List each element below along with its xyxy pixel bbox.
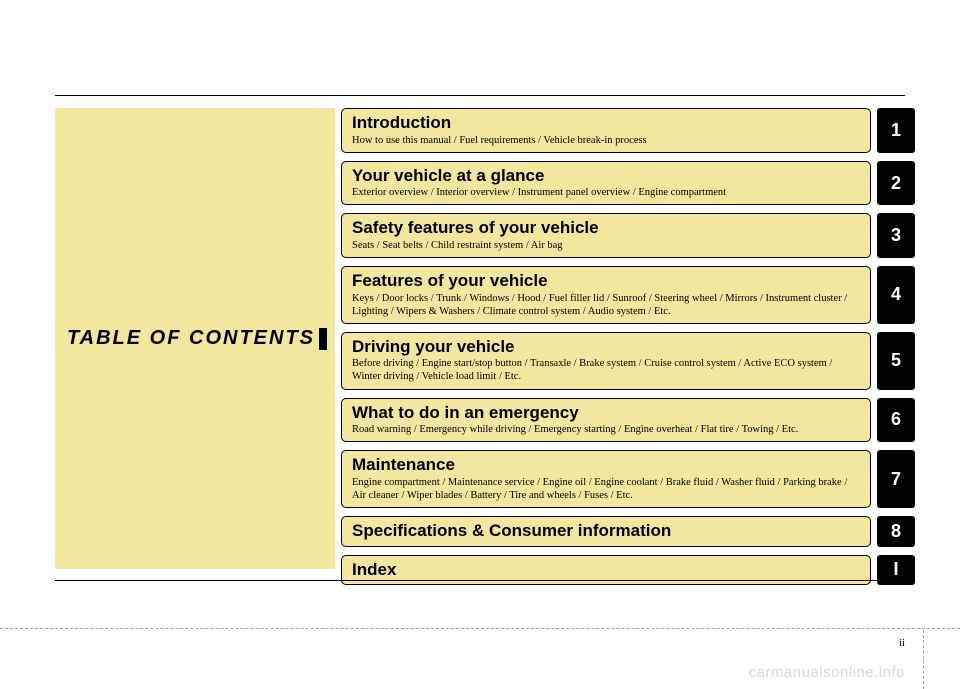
toc-tab-3[interactable]: 3 (877, 213, 915, 258)
toc-label-wrap: TABLE OF CONTENTS (67, 327, 327, 350)
cut-line-vertical (923, 630, 924, 689)
toc-title: Features of your vehicle (352, 271, 860, 291)
toc-title: What to do in an emergency (352, 403, 860, 423)
toc-row: Driving your vehicle Before driving / En… (341, 332, 915, 390)
toc-desc: Keys / Door locks / Trunk / Windows / Ho… (352, 292, 860, 318)
toc-desc: Exterior overview / Interior overview / … (352, 186, 860, 199)
toc-box-safety-features[interactable]: Safety features of your vehicle Seats / … (341, 213, 871, 258)
bottom-rule (55, 580, 905, 581)
toc-desc: Seats / Seat belts / Child restraint sys… (352, 239, 860, 252)
toc-tab-4[interactable]: 4 (877, 266, 915, 324)
toc-title: Maintenance (352, 455, 860, 475)
toc-label: TABLE OF CONTENTS (67, 327, 315, 350)
toc-tab-2[interactable]: 2 (877, 161, 915, 206)
toc-title: Your vehicle at a glance (352, 166, 860, 186)
cut-line-horizontal (0, 628, 960, 629)
toc-row: Maintenance Engine compartment / Mainten… (341, 450, 915, 508)
toc-row: Specifications & Consumer information 8 (341, 516, 915, 547)
toc-desc: Engine compartment / Maintenance service… (352, 476, 860, 502)
toc-desc: How to use this manual / Fuel requiremen… (352, 134, 860, 147)
watermark: carmanualsonline.info (749, 664, 905, 681)
toc-box-driving[interactable]: Driving your vehicle Before driving / En… (341, 332, 871, 390)
toc-title: Safety features of your vehicle (352, 218, 860, 238)
page-number: ii (899, 637, 905, 649)
toc-right-panel: Introduction How to use this manual / Fu… (335, 108, 915, 569)
toc-title: Driving your vehicle (352, 337, 860, 357)
toc-marker-icon (319, 328, 327, 350)
toc-box-specifications[interactable]: Specifications & Consumer information (341, 516, 871, 547)
toc-desc: Road warning / Emergency while driving /… (352, 423, 860, 436)
toc-row: Safety features of your vehicle Seats / … (341, 213, 915, 258)
toc-desc: Before driving / Engine start/stop butto… (352, 357, 860, 383)
toc-tab-8[interactable]: 8 (877, 516, 915, 547)
toc-box-emergency[interactable]: What to do in an emergency Road warning … (341, 398, 871, 443)
toc-left-panel: TABLE OF CONTENTS (55, 108, 335, 569)
toc-box-maintenance[interactable]: Maintenance Engine compartment / Mainten… (341, 450, 871, 508)
toc-row: Features of your vehicle Keys / Door loc… (341, 266, 915, 324)
toc-tab-6[interactable]: 6 (877, 398, 915, 443)
toc-box-introduction[interactable]: Introduction How to use this manual / Fu… (341, 108, 871, 153)
toc-box-your-vehicle-at-a-glance[interactable]: Your vehicle at a glance Exterior overvi… (341, 161, 871, 206)
toc-tab-1[interactable]: 1 (877, 108, 915, 153)
toc-title: Index (352, 560, 860, 580)
toc-row: Introduction How to use this manual / Fu… (341, 108, 915, 153)
toc-title: Specifications & Consumer information (352, 521, 860, 541)
toc-title: Introduction (352, 113, 860, 133)
toc-tab-7[interactable]: 7 (877, 450, 915, 508)
toc-row: Your vehicle at a glance Exterior overvi… (341, 161, 915, 206)
toc-box-features[interactable]: Features of your vehicle Keys / Door loc… (341, 266, 871, 324)
toc-row: What to do in an emergency Road warning … (341, 398, 915, 443)
toc-tab-5[interactable]: 5 (877, 332, 915, 390)
top-rule (55, 95, 905, 96)
content-area: TABLE OF CONTENTS Introduction How to us… (55, 108, 915, 569)
